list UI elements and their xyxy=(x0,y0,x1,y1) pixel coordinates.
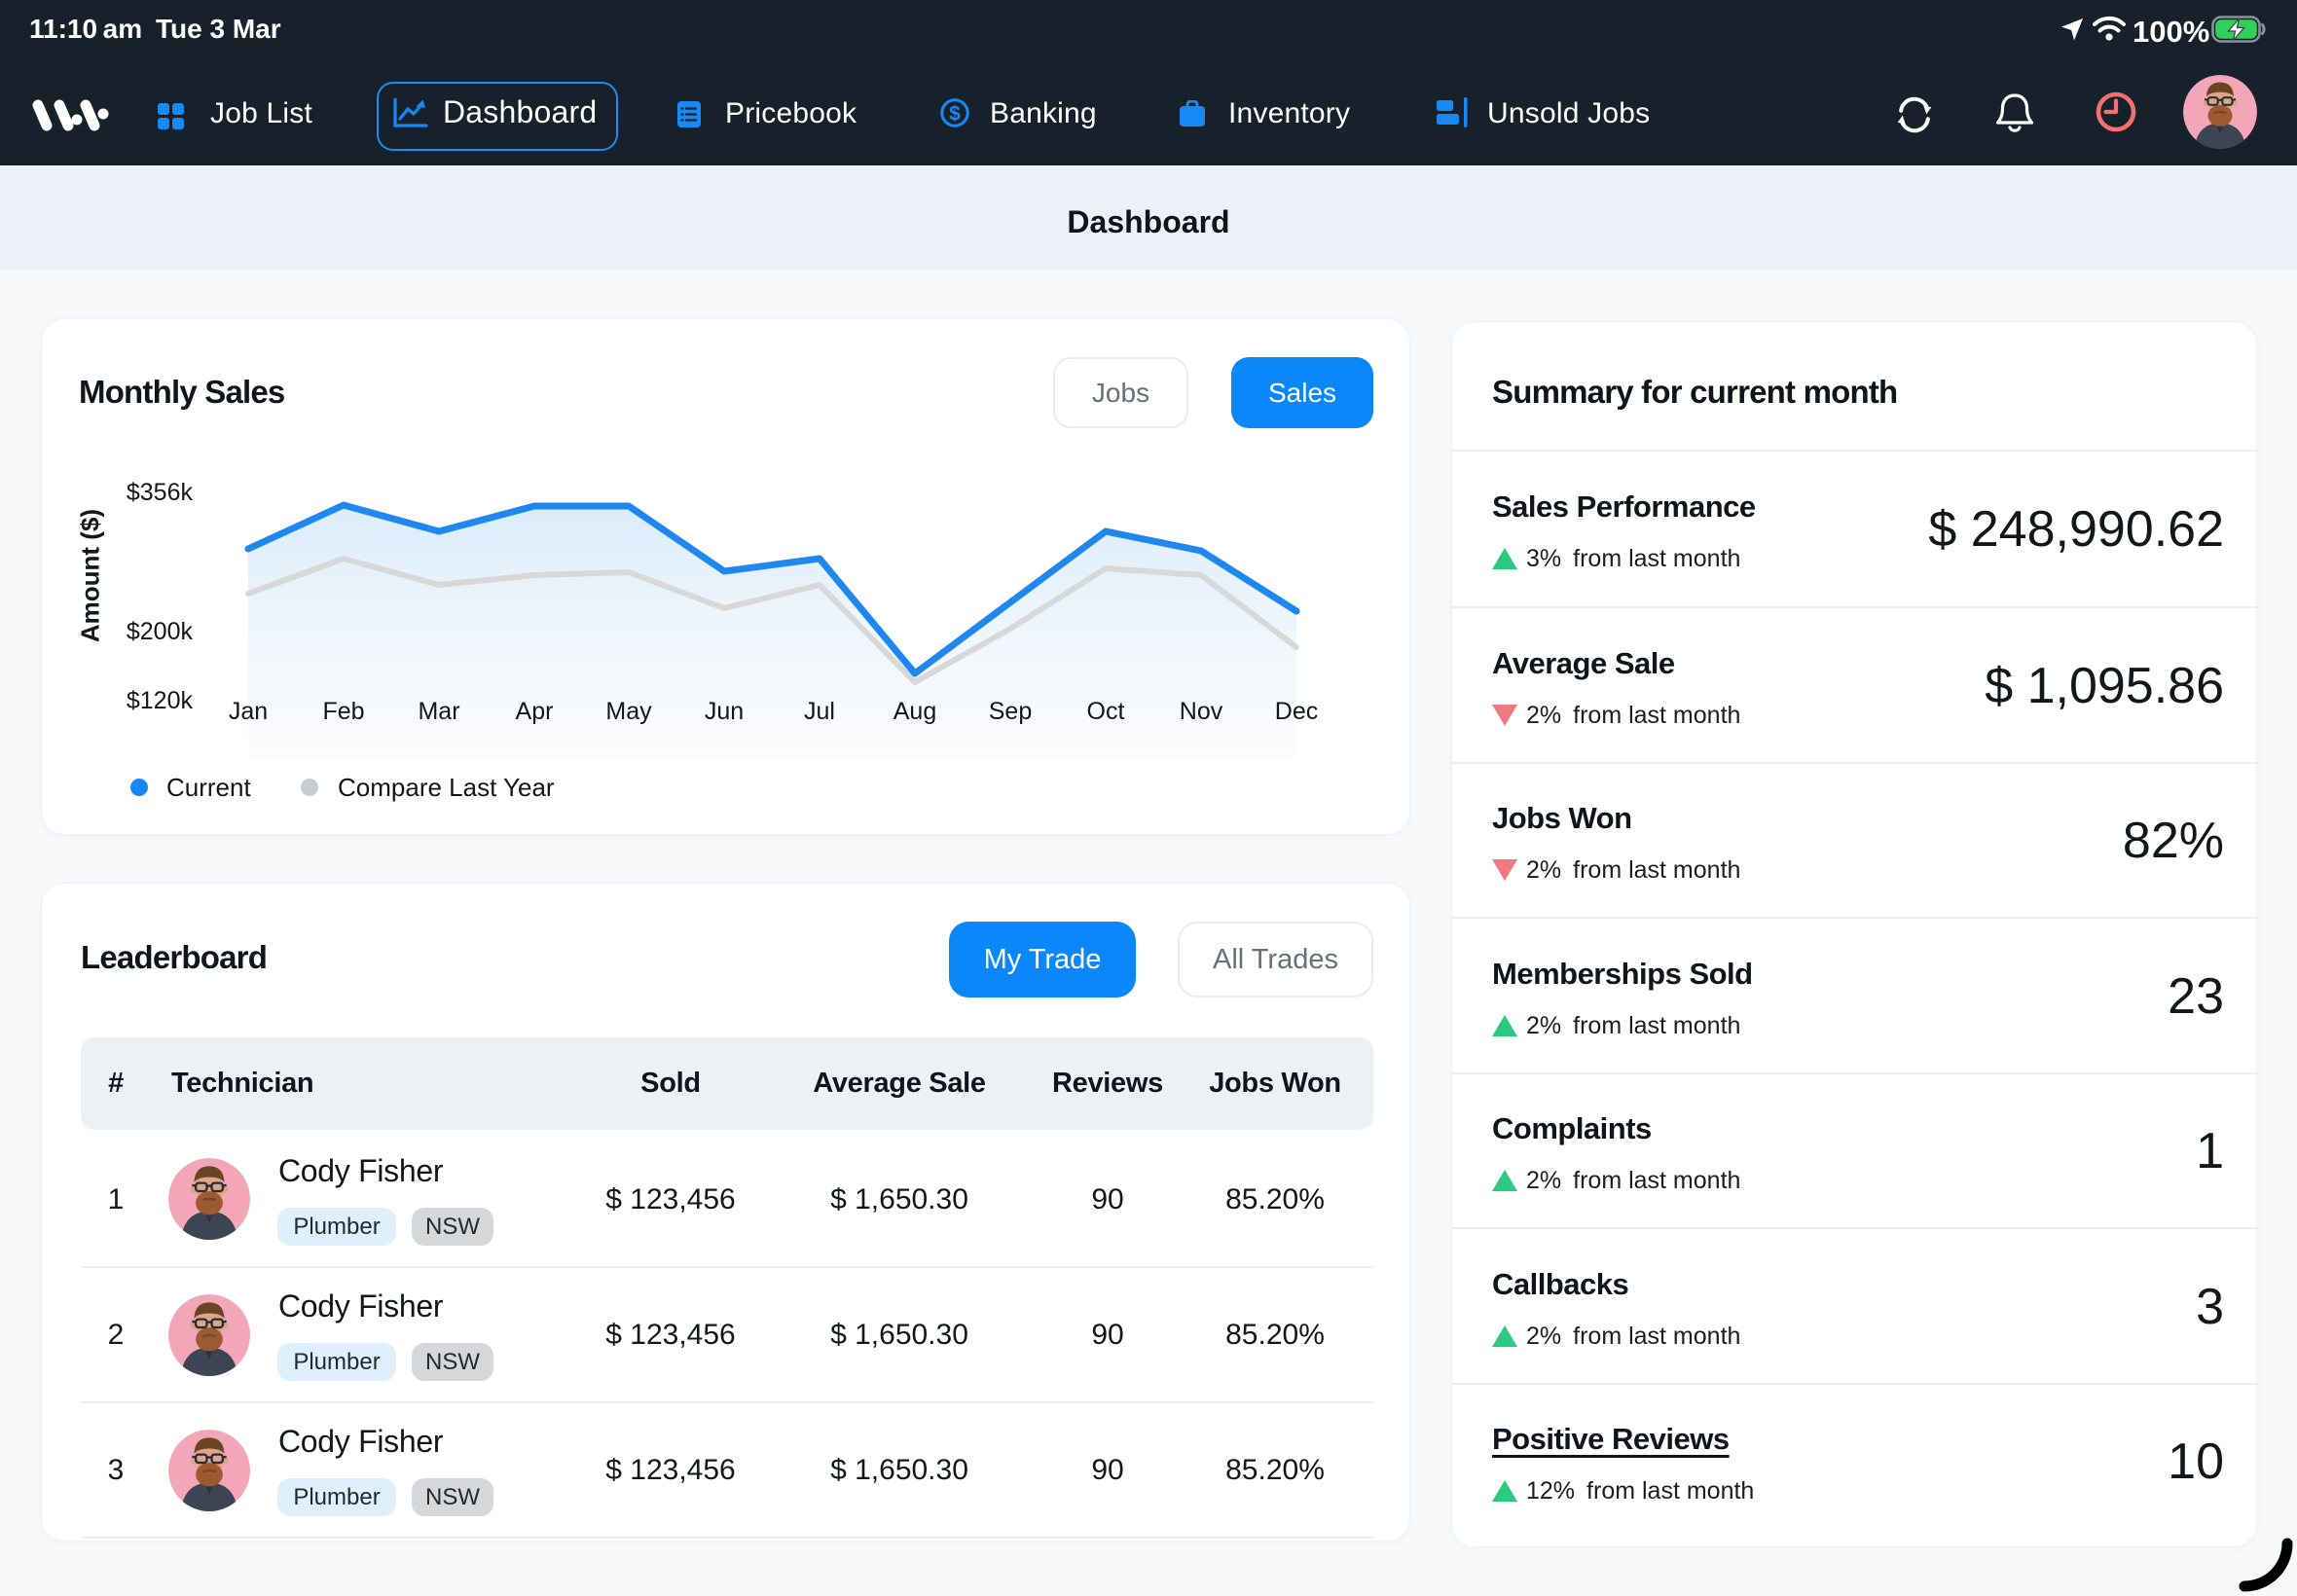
svg-text:$: $ xyxy=(949,103,961,126)
